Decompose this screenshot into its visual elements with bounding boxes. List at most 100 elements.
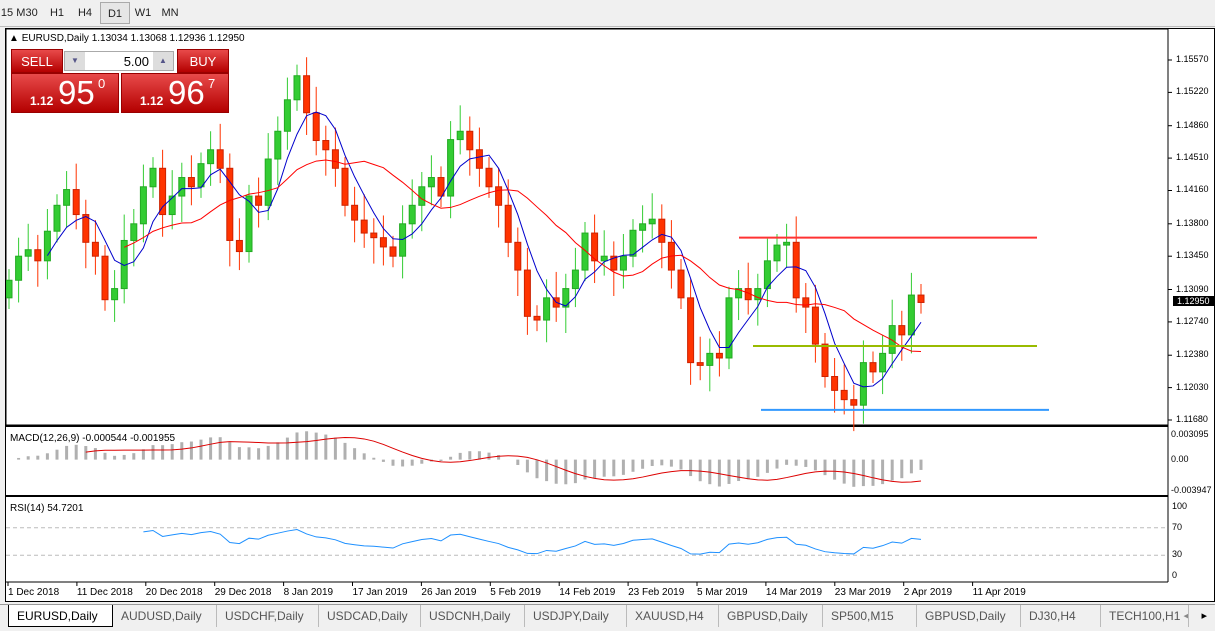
macd-histogram-bar	[266, 445, 270, 460]
macd-histogram-bar	[545, 459, 549, 482]
macd-histogram-bar	[285, 437, 289, 460]
ohlc-label: EURUSD,Daily 1.13034 1.13068 1.12936 1.1…	[21, 33, 245, 44]
current-price-label: 1.12950	[1173, 296, 1214, 307]
candle-body	[619, 255, 627, 271]
timeframe-D1[interactable]: D1	[100, 2, 130, 24]
price-tick-label: 1.15570	[1176, 54, 1209, 64]
macd-histogram-bar	[276, 442, 280, 460]
tab-dj30-h4[interactable]: DJ30,H4	[1021, 605, 1101, 627]
macd-histogram-bar	[151, 445, 155, 460]
price-tick-label: 1.15220	[1176, 86, 1209, 97]
candle-body	[888, 325, 896, 354]
date-tick-label: 11 Apr 2019	[972, 587, 1026, 598]
macd-histogram-bar	[103, 452, 107, 460]
rsi-tick-label: 100	[1172, 501, 1188, 511]
candle-body	[255, 195, 263, 206]
candle-body	[581, 232, 589, 271]
macd-histogram-bar	[141, 449, 145, 460]
macd-histogram-bar	[833, 459, 837, 480]
macd-histogram-bar	[497, 455, 501, 460]
macd-histogram-bar	[900, 459, 904, 479]
timeframe-15[interactable]: 15	[0, 7, 14, 19]
candle-body	[139, 186, 147, 225]
tab-usdcnh-daily[interactable]: USDCNH,Daily	[421, 605, 525, 627]
sell-price-button[interactable]: 1.12 95 0	[11, 73, 119, 113]
lot-input[interactable]: ▼ 5.00 ▲	[64, 51, 174, 71]
tab-eurusd-daily[interactable]: EURUSD,Daily	[8, 605, 113, 627]
timeframe-W1[interactable]: W1	[134, 7, 152, 19]
candle-body	[898, 325, 906, 336]
candle-body	[72, 189, 80, 216]
timeframe-M30[interactable]: M30	[16, 7, 38, 19]
macd-histogram-bar	[372, 457, 376, 460]
macd-histogram-bar	[218, 437, 222, 460]
macd-histogram-bar	[535, 459, 539, 479]
timeframe-H4[interactable]: H4	[77, 7, 93, 19]
date-tick-label: 17 Jan 2019	[352, 587, 408, 598]
macd-histogram-bar	[305, 431, 309, 460]
macd-histogram-bar	[631, 459, 635, 472]
macd-histogram-bar	[324, 434, 328, 460]
candle-body	[466, 130, 474, 151]
date-tick-label: 29 Dec 2018	[214, 587, 272, 598]
candle-body	[715, 352, 723, 359]
increase-lot-icon[interactable]: ▲	[153, 52, 173, 70]
chart-window[interactable]: ▲ EURUSD,Daily 1.13034 1.13068 1.12936 1…	[5, 28, 1215, 602]
candle-body	[610, 255, 618, 271]
sell-price-fraction: 0	[98, 76, 106, 91]
macd-histogram-bar	[583, 459, 587, 480]
candle-body	[6, 279, 13, 299]
macd-histogram-bar	[621, 459, 625, 475]
tab-sp500-m15[interactable]: SP500,M15	[823, 605, 917, 627]
candle-body	[696, 362, 704, 366]
candle-body	[101, 255, 109, 301]
candle-body	[907, 294, 915, 336]
candle-body	[754, 288, 762, 301]
date-tick-label: 14 Feb 2019	[559, 587, 616, 598]
macd-histogram-bar	[890, 459, 894, 481]
timeframe-MN[interactable]: MN	[161, 7, 179, 19]
collapse-triangle-icon[interactable]: ▲	[9, 33, 19, 44]
macd-histogram-bar	[199, 439, 203, 460]
tab-gbpusd-daily[interactable]: GBPUSD,Daily	[719, 605, 823, 627]
tab-xauusd-h4[interactable]: XAUUSD,H4	[627, 605, 719, 627]
macd-histogram-bar	[237, 447, 241, 460]
buy-button[interactable]: BUY	[177, 49, 229, 73]
macd-histogram-bar	[785, 459, 789, 465]
tab-tech100-h1[interactable]: TECH100,H1	[1101, 605, 1189, 627]
date-tick-label: 5 Feb 2019	[490, 587, 541, 598]
buy-price-button[interactable]: 1.12 96 7	[121, 73, 229, 113]
macd-histogram-bar	[449, 456, 453, 460]
scroll-right-icon[interactable]: ▸	[1201, 610, 1207, 622]
tab-usdcad-daily[interactable]: USDCAD,Daily	[319, 605, 421, 627]
candle-body	[130, 223, 138, 241]
chart-canvas[interactable]	[6, 29, 1215, 603]
candle-body	[34, 249, 42, 262]
macd-histogram-bar	[391, 459, 395, 466]
candle-body	[427, 177, 435, 188]
sell-button[interactable]: SELL	[11, 49, 63, 73]
tab-usdjpy-daily[interactable]: USDJPY,Daily	[525, 605, 627, 627]
macd-histogram-bar	[26, 456, 30, 460]
macd-histogram-bar	[737, 459, 741, 482]
symbol-info: ▲ EURUSD,Daily 1.13034 1.13068 1.12936 1…	[9, 33, 245, 44]
buy-price-pips: 96	[168, 74, 205, 111]
lot-value[interactable]: 5.00	[123, 54, 149, 69]
scroll-left-icon[interactable]: ◂	[1183, 610, 1189, 622]
candle-body	[312, 112, 320, 142]
candle-body	[43, 230, 51, 262]
macd-histogram-bar	[93, 448, 97, 460]
macd-histogram-bar	[919, 459, 923, 470]
buy-price-prefix: 1.12	[140, 94, 164, 108]
price-tick-label: 1.11680	[1176, 414, 1208, 424]
tab-usdchf-daily[interactable]: USDCHF,Daily	[217, 605, 319, 627]
tab-audusd-daily[interactable]: AUDUSD,Daily	[113, 605, 217, 627]
candle-body	[82, 214, 90, 243]
macd-histogram-bar	[362, 453, 366, 460]
tab-gbpusd-daily[interactable]: GBPUSD,Daily	[917, 605, 1021, 627]
candle-body	[216, 149, 224, 169]
macd-histogram-bar	[564, 459, 568, 485]
decrease-lot-icon[interactable]: ▼	[65, 52, 85, 70]
timeframe-H1[interactable]: H1	[49, 7, 65, 19]
candle-body	[879, 352, 887, 373]
